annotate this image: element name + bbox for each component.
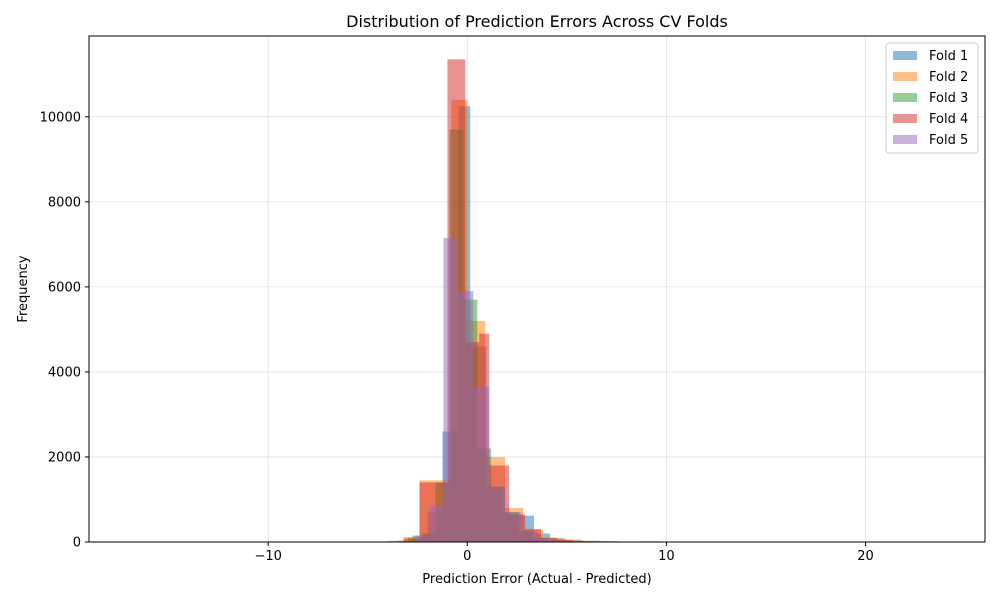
x-axis-label: Prediction Error (Actual - Predicted) bbox=[422, 572, 651, 587]
histogram-bar bbox=[489, 486, 506, 542]
histogram-bar bbox=[387, 540, 404, 542]
chart-title: Distribution of Prediction Errors Across… bbox=[346, 12, 728, 31]
histogram-bar bbox=[521, 531, 537, 542]
legend-label: Fold 3 bbox=[929, 91, 968, 106]
x-tick-label: 0 bbox=[463, 549, 471, 564]
histogram-bar bbox=[580, 540, 601, 542]
legend-swatch bbox=[893, 114, 917, 123]
y-tick-label: 2000 bbox=[48, 450, 81, 465]
histogram-bar bbox=[403, 538, 420, 542]
y-tick-label: 8000 bbox=[48, 195, 81, 210]
legend-label: Fold 4 bbox=[929, 112, 968, 127]
legend-label: Fold 5 bbox=[929, 133, 968, 148]
histogram-bar bbox=[443, 237, 458, 542]
legend-label: Fold 1 bbox=[929, 49, 968, 64]
legend-swatch bbox=[893, 51, 917, 60]
legend-swatch bbox=[893, 93, 917, 102]
histogram-bar bbox=[473, 386, 490, 542]
y-axis-label: Frequency bbox=[16, 255, 31, 322]
legend-frame bbox=[885, 42, 979, 154]
legend-swatch bbox=[893, 72, 917, 81]
y-tick-label: 0 bbox=[73, 536, 81, 551]
y-axis-ticks: 0 2000 4000 6000 8000 10000 bbox=[40, 110, 89, 551]
y-tick-label: 6000 bbox=[48, 280, 81, 295]
histogram-bar bbox=[429, 505, 444, 542]
y-tick-label: 4000 bbox=[48, 365, 81, 380]
x-axis-ticks: −10 0 10 20 bbox=[254, 542, 874, 564]
plot-frame bbox=[88, 35, 986, 543]
histogram-bar bbox=[457, 291, 474, 542]
histogram-bar bbox=[537, 538, 553, 542]
legend: Fold 1 Fold 2 Fold 3 Fold 4 Fold 5 bbox=[885, 42, 979, 154]
y-tick-label: 10000 bbox=[40, 110, 81, 125]
histogram-bars bbox=[387, 59, 661, 543]
legend-label: Fold 2 bbox=[929, 70, 968, 85]
x-tick-label: 10 bbox=[658, 549, 675, 564]
legend-swatch bbox=[893, 135, 917, 144]
histogram-bar bbox=[552, 540, 569, 542]
x-tick-label: 20 bbox=[857, 549, 874, 564]
x-tick-label: −10 bbox=[254, 549, 281, 564]
histogram-bar bbox=[505, 512, 522, 542]
histogram-bar bbox=[415, 535, 430, 542]
